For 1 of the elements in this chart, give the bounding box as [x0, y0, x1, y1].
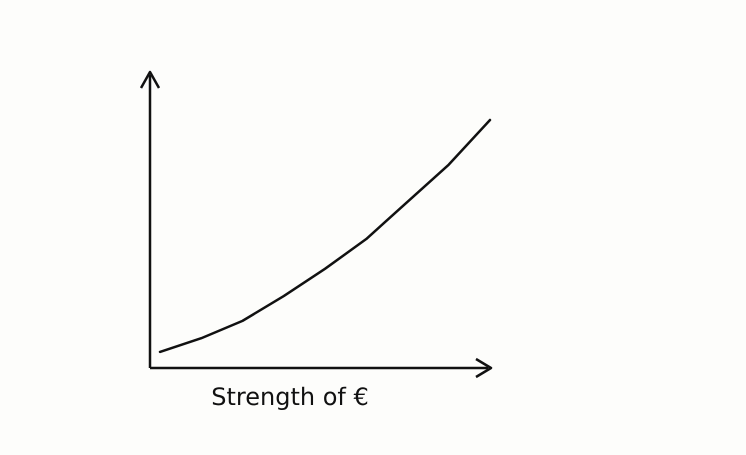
x-axis-title: Strength of €: [211, 383, 369, 411]
